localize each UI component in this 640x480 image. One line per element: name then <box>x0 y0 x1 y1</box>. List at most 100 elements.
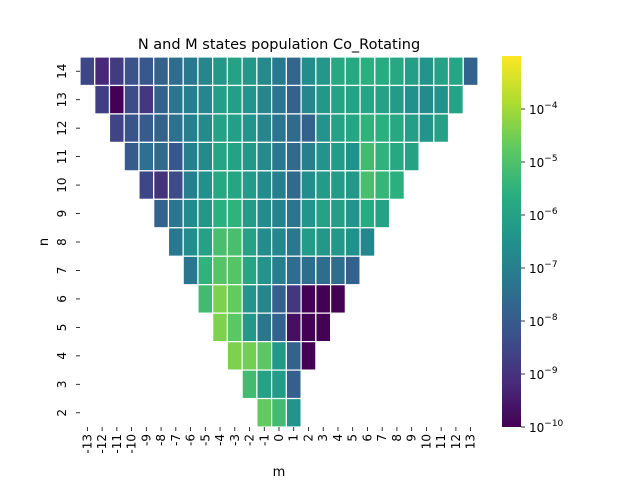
heatmap-cell <box>271 84 287 115</box>
heatmap-cell <box>418 84 435 115</box>
heatmap-cell <box>138 113 155 143</box>
heatmap-cell <box>167 56 184 87</box>
heatmap-cell <box>388 56 405 87</box>
heatmap-cell <box>226 255 243 286</box>
heatmap-cell <box>197 198 214 229</box>
heatmap-cell <box>315 255 332 286</box>
x-tick-label: -8 <box>154 434 168 446</box>
heatmap-cell <box>315 198 332 229</box>
x-tick-label: -7 <box>169 434 183 446</box>
heatmap-cell <box>123 113 140 143</box>
heatmap-cell <box>374 198 391 229</box>
heatmap-cell <box>212 227 229 257</box>
heatmap-cell <box>403 56 420 87</box>
heatmap-cell <box>315 56 332 87</box>
heatmap-cell <box>447 84 464 115</box>
heatmap-cell <box>344 113 361 143</box>
heatmap-cell <box>300 284 317 314</box>
y-tick-label: 11 <box>55 149 69 164</box>
heatmap-cell <box>315 170 332 200</box>
heatmap-cell <box>212 170 229 200</box>
colorbar-tick-label: 10−6 <box>529 207 558 223</box>
heatmap-cell <box>300 56 317 87</box>
heatmap-cell <box>388 84 405 115</box>
heatmap-cell <box>285 198 302 229</box>
heatmap-cell <box>433 56 450 87</box>
heatmap-cell <box>197 56 214 87</box>
heatmap-cell <box>256 227 273 257</box>
heatmap-cell <box>256 255 273 286</box>
x-tick-label: -3 <box>228 434 242 446</box>
x-tick-label: 0 <box>272 434 286 442</box>
x-tick-label: 6 <box>360 434 374 442</box>
heatmap-cell <box>329 56 346 87</box>
heatmap-cell <box>256 369 273 400</box>
heatmap-cell <box>123 84 140 115</box>
x-tick-label: -1 <box>257 434 271 446</box>
heatmap-cell <box>256 397 273 428</box>
heatmap-cell <box>241 312 258 343</box>
heatmap-cell <box>285 341 302 371</box>
heatmap-cell <box>344 255 361 286</box>
heatmap-cell <box>167 170 184 200</box>
heatmap-cell <box>226 141 243 172</box>
y-tick-label: 4 <box>55 352 69 360</box>
x-tick-label: 9 <box>405 434 419 442</box>
heatmap-cell <box>182 113 199 143</box>
heatmap-cell <box>315 312 332 343</box>
heatmap-cell <box>344 227 361 257</box>
heatmap-cell <box>271 56 287 87</box>
heatmap-cell <box>315 84 332 115</box>
x-tick-label: 13 <box>464 434 478 449</box>
heatmap-cell <box>300 113 317 143</box>
heatmap-cell <box>182 255 199 286</box>
heatmap-cell <box>329 141 346 172</box>
y-axis-ticks: 14 13 12 11 10 9 8 7 6 5 4 3 2 <box>55 64 80 417</box>
colorbar-tick-label: 10−7 <box>529 260 558 276</box>
y-axis-label: n <box>37 238 52 246</box>
y-tick-label: 6 <box>55 295 69 303</box>
heatmap-cell <box>212 84 229 115</box>
heatmap-cell <box>182 56 199 87</box>
x-tick-label: -11 <box>110 434 124 454</box>
heatmap-cell <box>300 84 317 115</box>
heatmap-cell <box>182 170 199 200</box>
heatmap-cell <box>182 198 199 229</box>
heatmap-cell <box>374 141 391 172</box>
heatmap-cell <box>256 113 273 143</box>
colorbar-tick-label: 10−9 <box>529 366 558 382</box>
y-tick-label: 7 <box>55 267 69 275</box>
heatmap-cell <box>359 227 376 257</box>
heatmap-cell <box>153 198 170 229</box>
heatmap-cell <box>433 84 450 115</box>
heatmap-cell <box>344 141 361 172</box>
x-tick-label: -5 <box>198 434 212 446</box>
heatmap-cell <box>241 284 258 314</box>
heatmap-cell <box>388 170 405 200</box>
heatmap-cell <box>300 170 317 200</box>
x-tick-label: -9 <box>139 434 153 446</box>
heatmap-cell <box>285 227 302 257</box>
heatmap-cell <box>359 198 376 229</box>
heatmap-cell <box>374 113 391 143</box>
heatmap-cell <box>388 141 405 172</box>
heatmap-cell <box>167 198 184 229</box>
heatmap-cell <box>285 170 302 200</box>
heatmap-cell <box>329 227 346 257</box>
heatmap-cell <box>226 84 243 115</box>
heatmap-cell <box>271 397 287 428</box>
heatmap-cell <box>182 227 199 257</box>
heatmap-cell <box>79 56 96 87</box>
heatmap-cell <box>138 84 155 115</box>
heatmap-cell <box>241 255 258 286</box>
heatmap-cell <box>108 84 125 115</box>
heatmap-cell <box>271 255 287 286</box>
heatmap-cell <box>197 84 214 115</box>
heatmap-cell <box>271 369 287 400</box>
heatmap-cell <box>359 113 376 143</box>
heatmap-cell <box>212 312 229 343</box>
x-tick-label: 3 <box>316 434 330 442</box>
heatmap-cell <box>212 198 229 229</box>
x-tick-label: -4 <box>213 434 227 446</box>
heatmap-cell <box>403 141 420 172</box>
